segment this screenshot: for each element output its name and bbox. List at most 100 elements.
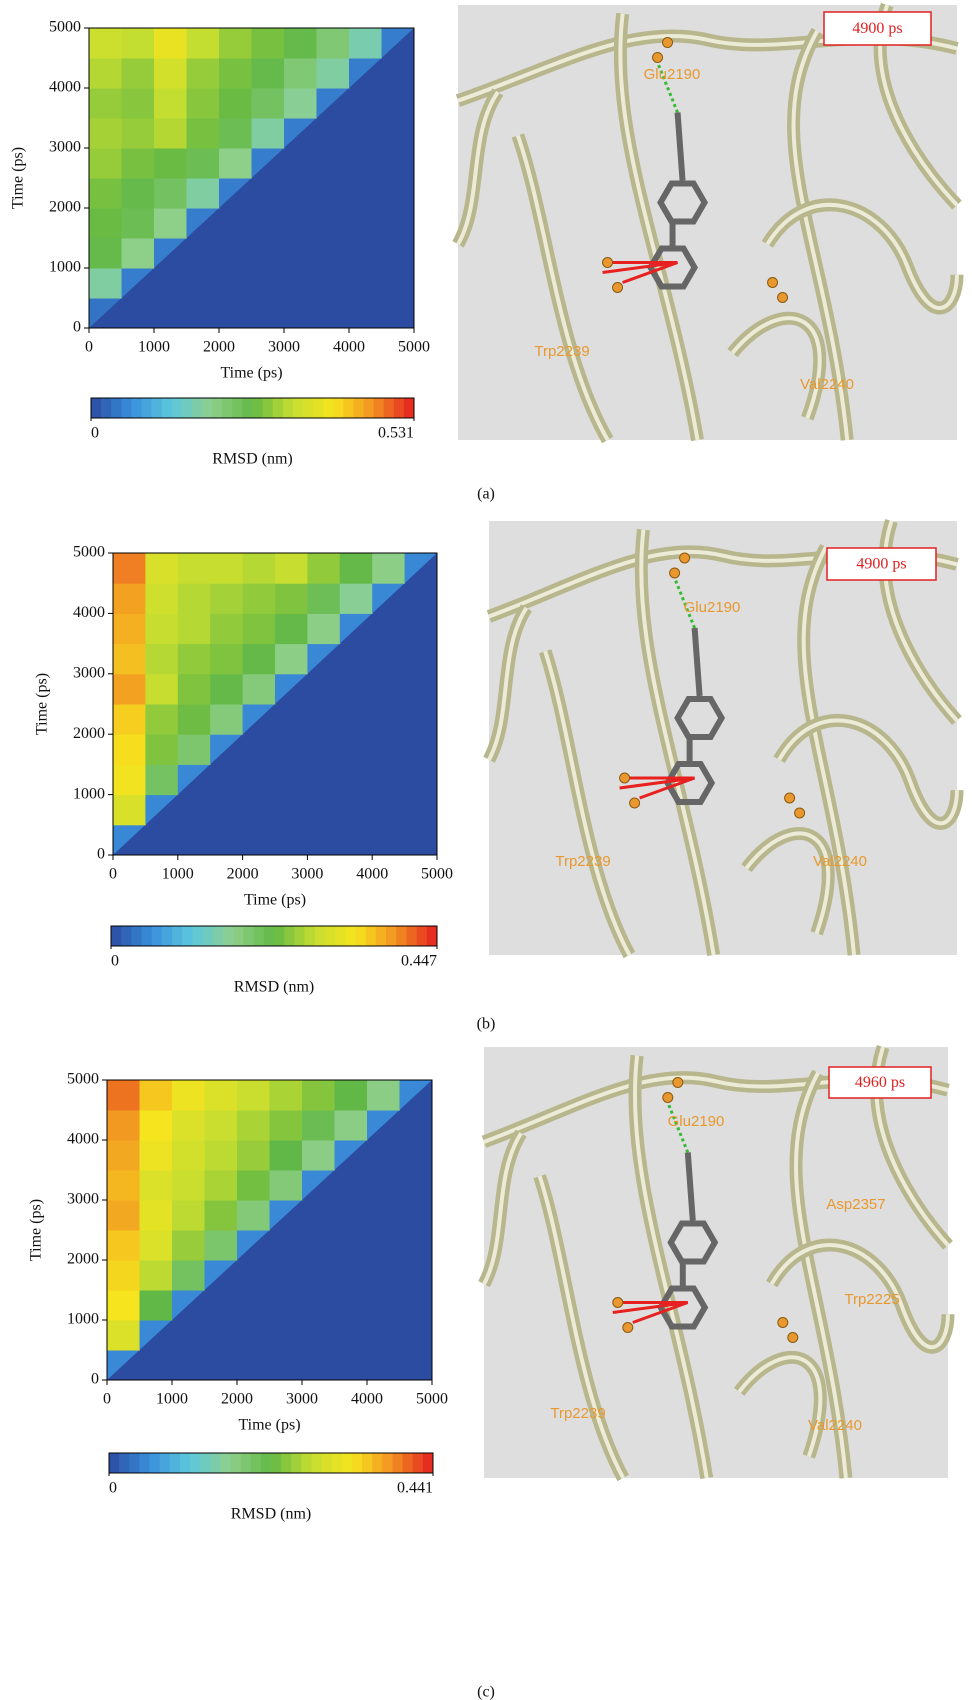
ribbon-highlight <box>794 31 848 440</box>
heatmap-cell <box>113 583 146 614</box>
heatmap-cell <box>284 58 317 89</box>
colorbar-step <box>345 926 356 946</box>
x-tick-label: 0 <box>85 339 93 356</box>
y-tick-label: 5000 <box>73 544 105 561</box>
colorbar-step <box>365 926 377 946</box>
colorbar-step <box>232 398 243 418</box>
plot-frame <box>88 27 415 329</box>
heatmap-cell <box>237 1080 270 1111</box>
heatmap-cell <box>275 553 308 584</box>
heatmap-cell <box>107 1230 140 1261</box>
heatmap-cell <box>334 1080 368 1111</box>
heatmap-cell <box>372 583 405 614</box>
heatmap-cell <box>113 764 146 796</box>
colorbar-step <box>172 926 183 946</box>
heatmap-cell <box>204 1230 238 1261</box>
y-tick-label: 4000 <box>49 79 81 96</box>
ribbon-highlight <box>767 205 957 308</box>
ligand-bond <box>684 1152 696 1221</box>
colorbar-step <box>372 1453 383 1473</box>
heatmap-cell <box>367 1110 400 1140</box>
heatmap-cell <box>210 734 243 765</box>
heatmap-cell <box>139 1320 172 1350</box>
colorbar-step <box>101 398 112 418</box>
heatmap-cell <box>251 58 285 89</box>
ribbon-highlight <box>620 14 697 440</box>
heatmap-cell <box>242 553 276 584</box>
colorbar-step <box>222 398 233 418</box>
heatmap-cell <box>145 583 179 614</box>
heatmap-cell <box>186 58 220 89</box>
structure-image: 4900 ps Glu2190 Trp2239 Val2240 <box>458 5 957 440</box>
heatmap-cell <box>89 178 122 209</box>
colorbar-step <box>220 1453 231 1473</box>
heatmap-cell <box>154 238 187 268</box>
heatmap-cell <box>107 1140 140 1171</box>
residue-atom <box>662 1092 674 1103</box>
colorbar-frame <box>110 925 438 947</box>
residue-label: Val2240 <box>800 376 854 393</box>
colorbar-step <box>362 1453 373 1473</box>
colorbar-step <box>111 926 122 946</box>
residue-atom <box>672 1077 684 1088</box>
residue-atom <box>662 37 674 48</box>
time-label: 4900 ps <box>856 556 906 573</box>
colorbar-step <box>363 398 375 418</box>
colorbar-step <box>271 1453 282 1473</box>
heatmap-cell <box>89 148 122 179</box>
plot-frame <box>106 1079 433 1381</box>
ribbon-highlight <box>545 651 629 955</box>
residue-atom <box>767 277 779 288</box>
heatmap-cell <box>242 673 276 705</box>
time-box <box>826 547 937 581</box>
x-axis-label: Time (ps) <box>238 1417 300 1434</box>
pi-interaction <box>622 261 679 284</box>
heatmap-cell <box>210 583 244 614</box>
hbond <box>656 61 679 114</box>
colorbar-step <box>171 398 183 418</box>
y-tick-label: 5000 <box>67 1071 99 1088</box>
heatmap-cell <box>89 58 122 89</box>
heatmap-cell <box>154 178 187 209</box>
colorbar-step <box>386 926 397 946</box>
colorbar-step <box>406 926 418 946</box>
colorbar-step <box>353 398 364 418</box>
heatmap-cell <box>89 298 122 328</box>
colorbar-step <box>191 398 203 418</box>
residue-atom <box>619 772 631 784</box>
y-tick-label: 4000 <box>73 604 105 621</box>
residue-atom <box>612 1297 624 1308</box>
colorbar-tick-label: 0.531 <box>378 425 414 442</box>
heatmap-cell <box>121 28 155 59</box>
ribbon-highlight <box>746 833 828 933</box>
heatmap-cell <box>154 88 187 119</box>
heatmap-cell <box>107 1080 140 1111</box>
heatmap-cell <box>177 734 211 765</box>
heatmap-cell <box>89 118 122 149</box>
colorbar-step <box>202 398 213 418</box>
colorbar-step <box>301 1453 312 1473</box>
y-tick-label: 1000 <box>67 1311 99 1328</box>
heatmap-cell <box>204 1140 238 1171</box>
heatmap-cell <box>210 673 244 705</box>
ribbon-highlight <box>796 1073 846 1478</box>
residue-atom <box>777 292 789 303</box>
heatmap-cell <box>302 1110 335 1141</box>
heatmap-cell <box>113 704 146 735</box>
heatmap-cell <box>210 643 244 675</box>
hbond <box>666 1101 690 1154</box>
heatmap-cell <box>89 28 122 59</box>
colorbar-step <box>284 926 295 946</box>
heatmap-cell <box>251 28 285 59</box>
heatmap-cell <box>145 764 179 796</box>
heatmap-cell <box>349 58 382 88</box>
heatmap-cell <box>242 583 276 614</box>
colorbar-step <box>212 926 224 946</box>
heatmap-cell <box>121 88 155 119</box>
colorbar-step <box>131 398 142 418</box>
heatmap-cell <box>121 178 155 209</box>
heatmap-cell <box>399 1080 432 1110</box>
colorbar-label: RMSD (nm) <box>231 1506 311 1523</box>
heatmap-cell <box>145 704 179 735</box>
ligand-bond <box>691 627 703 697</box>
